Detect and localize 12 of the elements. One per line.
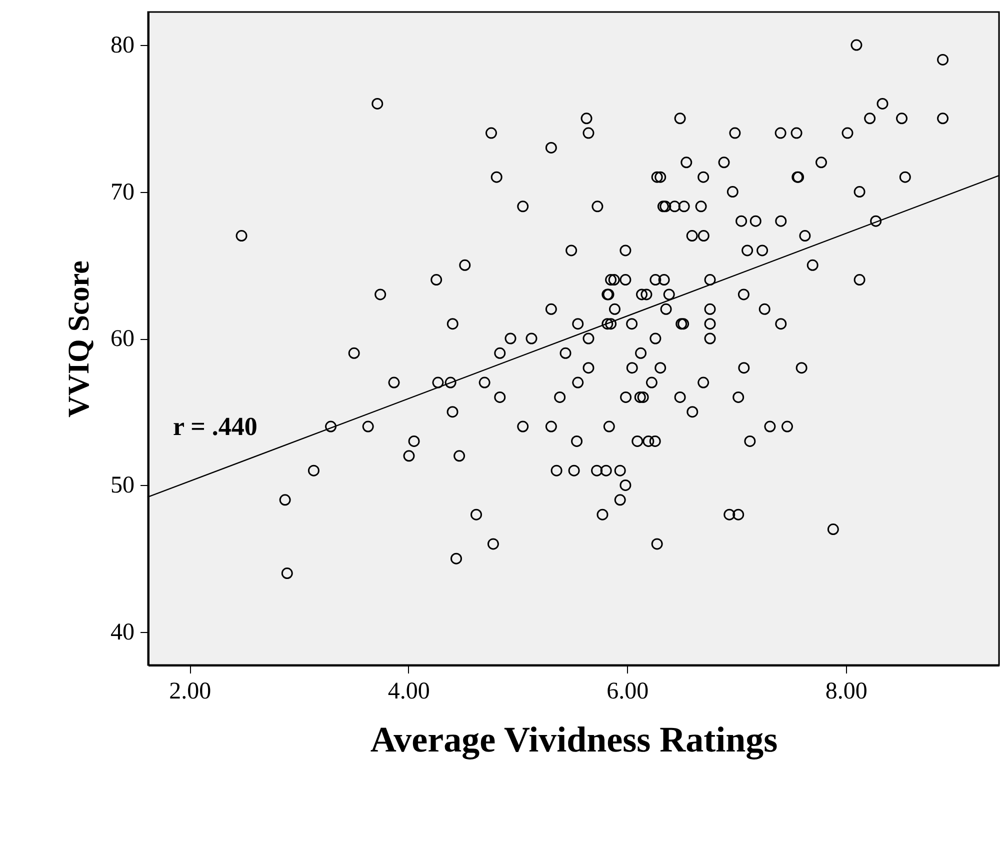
y-tick-label: 50 — [110, 472, 134, 499]
x-tick-label: 6.00 — [606, 678, 649, 704]
annotation: r = .440 — [173, 412, 258, 441]
x-tick-label: 2.00 — [169, 678, 212, 704]
x-tick-label: 4.00 — [388, 678, 430, 704]
y-tick-label: 60 — [110, 326, 134, 352]
y-tick-label: 80 — [110, 32, 134, 59]
y-axis-title: VVIQ Score — [62, 260, 96, 418]
x-axis-title: Average Vividness Ratings — [370, 720, 778, 760]
y-tick-label: 40 — [110, 619, 134, 646]
y-tick-label: 70 — [110, 179, 134, 206]
x-tick-label: 8.00 — [825, 678, 868, 704]
